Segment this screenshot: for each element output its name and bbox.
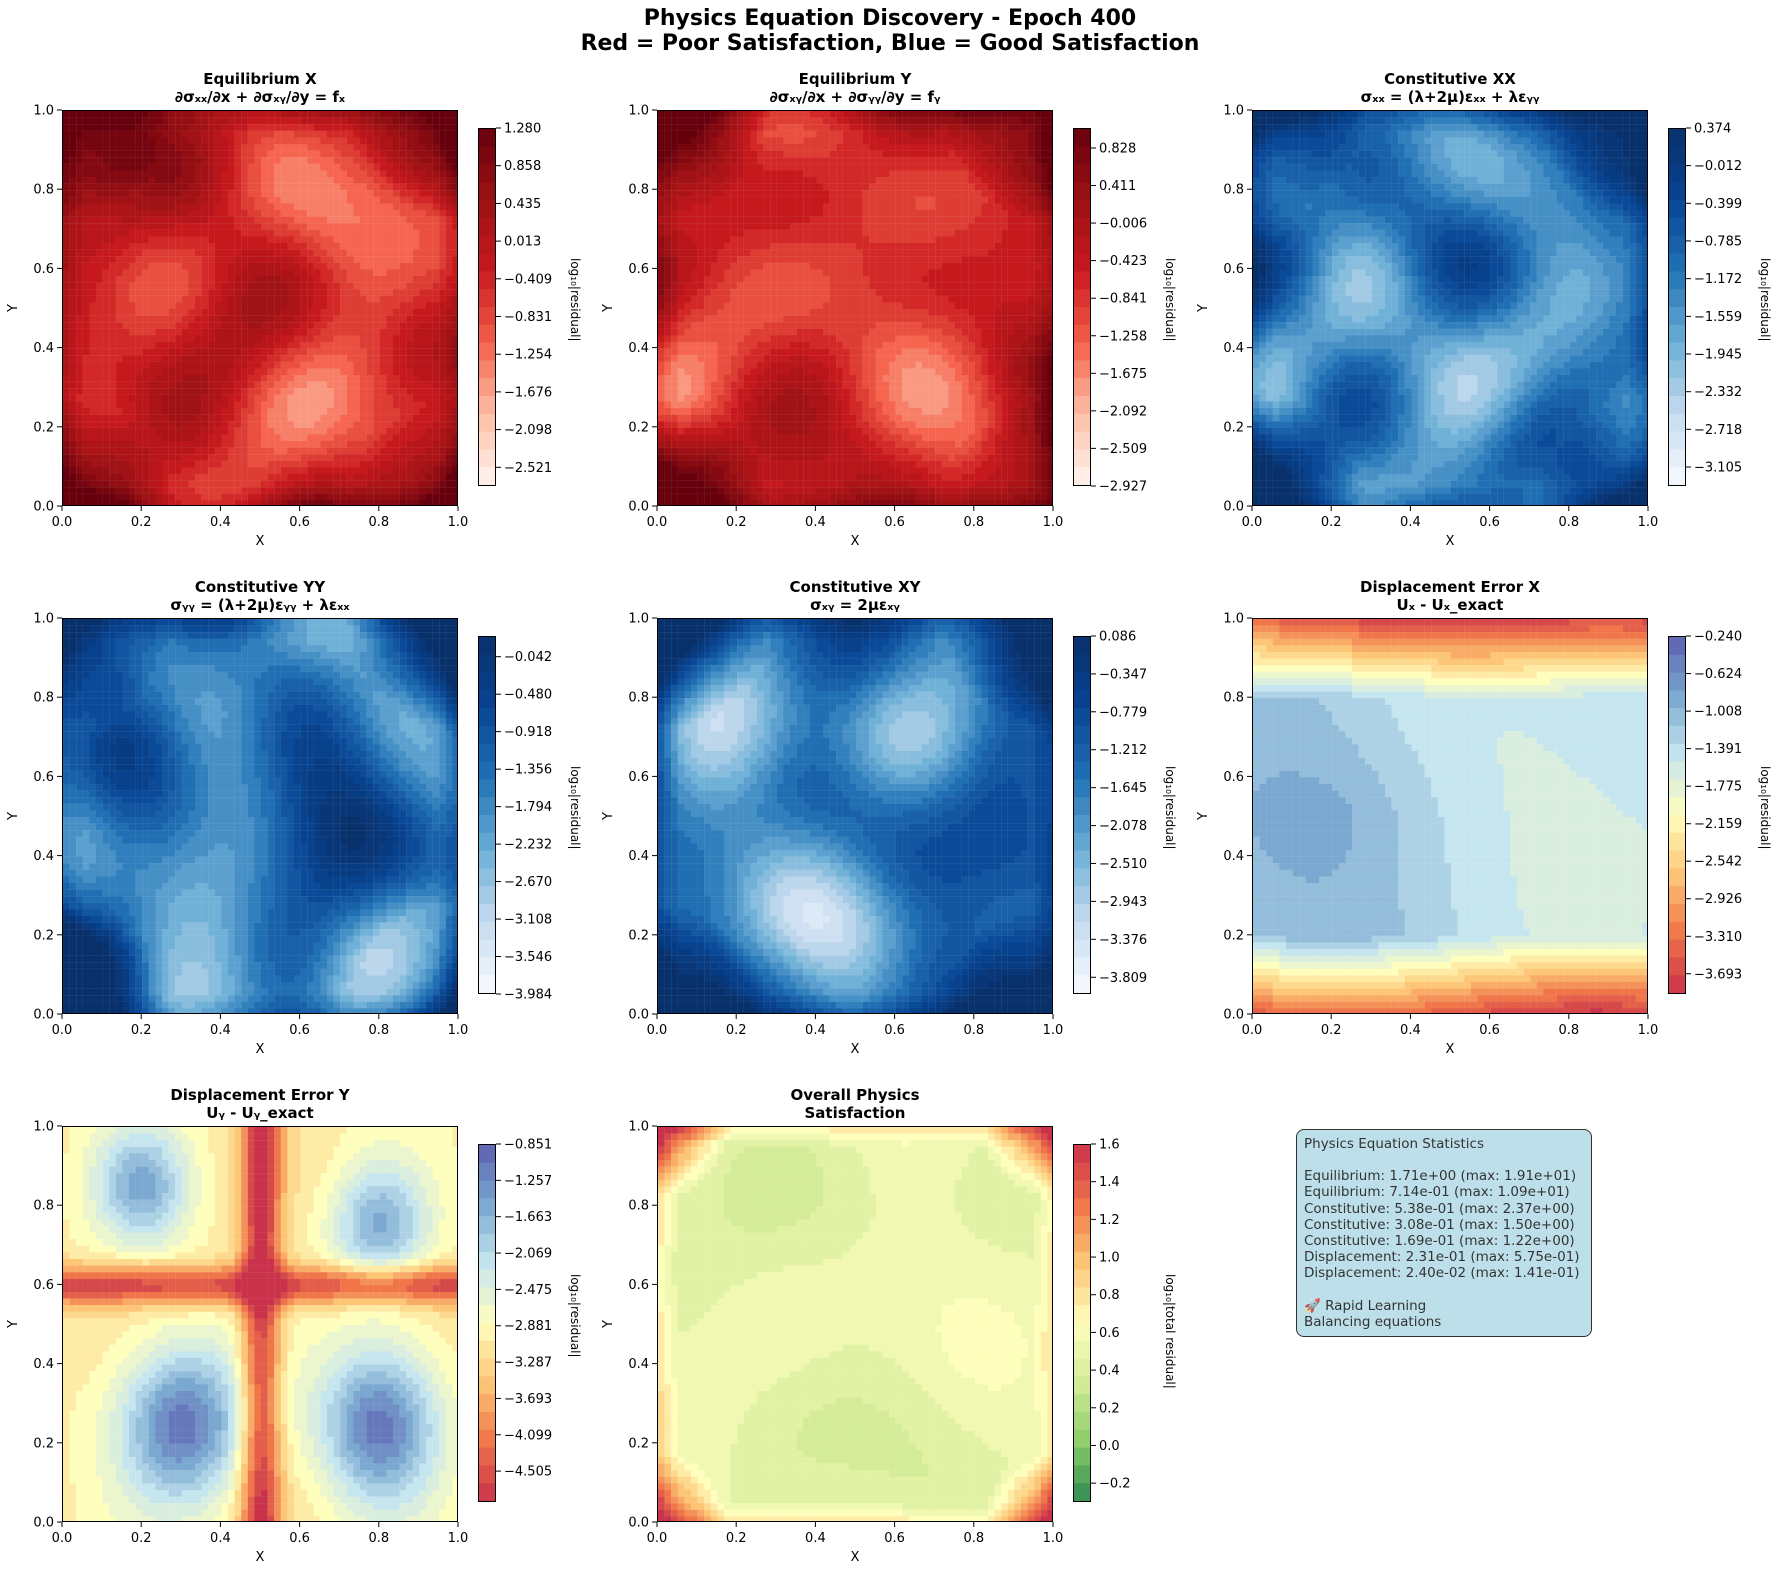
- colorbar-swatch: [479, 467, 495, 485]
- figure-title-line2: Red = Poor Satisfaction, Blue = Good Sat…: [0, 31, 1780, 56]
- colorbar-swatch: [479, 449, 495, 468]
- colorbar-swatch: [479, 165, 495, 184]
- colorbar-swatch: [479, 236, 495, 255]
- colorbar-swatch: [479, 378, 495, 397]
- colorbar-swatch: [479, 396, 495, 415]
- colorbar-tick-label: 0.435: [504, 197, 541, 212]
- y-axis-label: Y: [6, 304, 21, 313]
- figure-title-line1: Physics Equation Discovery - Epoch 400: [0, 6, 1780, 31]
- colorbar-tick-label: 0.013: [504, 235, 541, 250]
- colorbar-tick-label: 0.858: [504, 159, 541, 174]
- colorbar: [478, 128, 496, 486]
- colorbar-swatch: [479, 414, 495, 433]
- x-tick-label: 0.0: [52, 515, 73, 530]
- y-tick-label: 0.0: [33, 500, 54, 515]
- y-tick-label: 1.0: [33, 104, 54, 119]
- y-tick-label: 0.4: [33, 341, 54, 356]
- colorbar-tick-label: −0.409: [504, 272, 552, 287]
- colorbar-swatch: [479, 182, 495, 201]
- colorbar-swatch: [479, 343, 495, 362]
- x-tick-label: 0.8: [368, 515, 389, 530]
- colorbar-swatch: [479, 254, 495, 273]
- colorbar-swatch: [479, 289, 495, 308]
- colorbar-tick-label: −2.098: [504, 423, 552, 438]
- x-tick-label: 1.0: [448, 515, 469, 530]
- axes: 0.0 0.2 0.4 0.6 0.8 1.0 0.0 0.2 0.4 0.6 0.8 1.0 X Y: [0, 70, 560, 560]
- colorbar-tick-label: −1.676: [504, 385, 552, 400]
- colorbar-ticks: 1.280 0.858 0.435 0.013 −0.409 −0.831 −1.254 −1…: [496, 70, 576, 560]
- x-tick-label: 0.6: [289, 515, 310, 530]
- colorbar-swatch: [479, 307, 495, 326]
- colorbar-swatch: [479, 147, 495, 166]
- colorbar-tick-label: 1.280: [504, 122, 541, 137]
- colorbar-swatch: [479, 271, 495, 290]
- colorbar-tick-label: −1.254: [504, 348, 552, 363]
- x-tick-label: 0.4: [210, 515, 231, 530]
- colorbar-swatch: [479, 325, 495, 344]
- figure-title: Physics Equation Discovery - Epoch 400 R…: [0, 6, 1780, 56]
- colorbar-tick-label: −0.831: [504, 310, 552, 325]
- colorbar-swatch: [479, 432, 495, 451]
- x-axis-label: X: [256, 534, 265, 549]
- y-tick-label: 0.6: [33, 262, 54, 277]
- colorbar-label: log₁₀|residual|: [568, 258, 582, 342]
- colorbar-swatch: [479, 200, 495, 219]
- y-tick-label: 0.2: [33, 420, 54, 435]
- colorbar-swatch: [479, 218, 495, 237]
- colorbar-swatch: [479, 360, 495, 379]
- colorbar-tick-label: −2.521: [504, 461, 552, 476]
- colorbar-swatch: [479, 129, 495, 148]
- x-tick-label: 0.2: [131, 515, 152, 530]
- y-tick-label: 0.8: [33, 183, 54, 198]
